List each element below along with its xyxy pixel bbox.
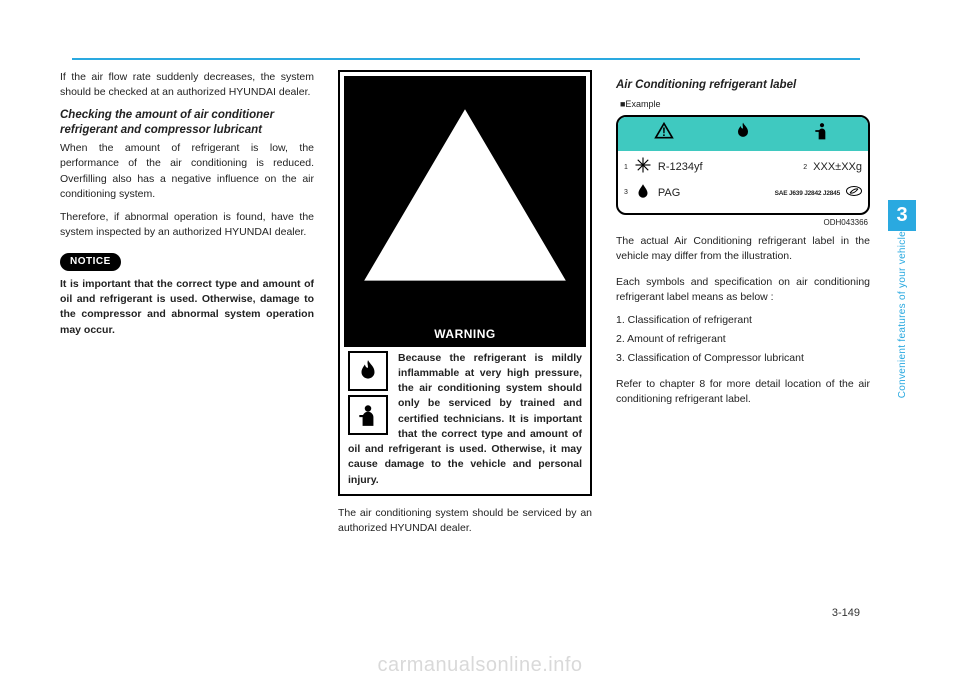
hyundai-logo-icon xyxy=(846,186,862,202)
chapter-tab: 3 Convenient features of your vehicle xyxy=(888,200,916,460)
warning-label-text: WARNING xyxy=(434,327,496,341)
svg-text:!: ! xyxy=(662,126,666,139)
col2-para-1: The air conditioning system should be se… xyxy=(338,506,592,536)
warning-triangle-icon xyxy=(344,310,586,324)
watermark: carmanualsonline.info xyxy=(0,654,960,677)
symbol-list: 1. Classification of refrigerant 2. Amou… xyxy=(616,313,870,367)
refrigerant-row-2: 3 PAG SAE J639 J2842 J2845 xyxy=(624,181,862,207)
col1-para-2: When the amount of refrigerant is low, t… xyxy=(60,141,314,202)
symbol-item-2: 2. Amount of refrigerant xyxy=(616,332,870,347)
col1-para-3: Therefore, if abnormal operation is foun… xyxy=(60,210,314,240)
lubricant-type: PAG xyxy=(658,186,769,202)
figure-code: ODH043366 xyxy=(616,215,870,229)
callout-3: 3 xyxy=(624,188,628,198)
refrigerant-amount: XXX±XXg xyxy=(813,160,862,176)
sae-spec: SAE J639 J2842 J2845 xyxy=(775,189,840,198)
warning-box: WARNING Because the refrigerant is mildl… xyxy=(338,70,592,496)
hazard-flammable-icon xyxy=(703,121,782,146)
column-3: Air Conditioning refrigerant label ■Exam… xyxy=(616,40,870,639)
column-2: WARNING Because the refrigerant is mildl… xyxy=(338,40,592,639)
hazard-warning-icon: ! xyxy=(624,121,703,146)
col1-para-4-notice: It is important that the correct type an… xyxy=(60,277,314,338)
symbol-item-1: 1. Classification of refrigerant xyxy=(616,313,870,328)
column-1: If the air flow rate suddenly decreases,… xyxy=(60,40,314,639)
warning-body: Because the refrigerant is mildly inflam… xyxy=(344,347,586,490)
chapter-number: 3 xyxy=(888,200,916,231)
col3-heading-1: Air Conditioning refrigerant label xyxy=(616,78,870,92)
notice-badge: NOTICE xyxy=(60,253,121,272)
symbol-item-3: 3. Classification of Compressor lubrican… xyxy=(616,351,870,366)
oil-drop-icon xyxy=(634,182,652,206)
refrigerant-row-1: 1 R-1234yf 2 XXX±XXg xyxy=(624,155,862,181)
flammable-icon xyxy=(348,351,388,391)
warning-icons-column xyxy=(348,351,392,439)
callout-2: 2 xyxy=(803,163,807,173)
refrigerant-type: R-1234yf xyxy=(658,160,797,176)
page-number: 3-149 xyxy=(832,607,860,619)
example-tag: ■Example xyxy=(616,96,870,115)
warning-heading: WARNING xyxy=(344,76,586,347)
callout-1: 1 xyxy=(624,163,628,173)
hazard-manual-icon xyxy=(783,121,862,146)
refrigerant-label-figure: ■Example ! 1 xyxy=(616,96,870,228)
refrigerant-label: ! 1 R-1234yf xyxy=(616,115,870,214)
col3-para-1: The actual Air Conditioning refrigerant … xyxy=(616,234,870,264)
col3-para-2: Each symbols and specification on air co… xyxy=(616,275,870,305)
refrigerant-label-top: ! xyxy=(618,117,868,150)
col3-para-3: Refer to chapter 8 for more detail locat… xyxy=(616,377,870,407)
read-manual-icon xyxy=(348,395,388,435)
chapter-title: Convenient features of your vehicle xyxy=(897,231,908,406)
col1-heading-1: Checking the amount of air conditioner r… xyxy=(60,108,314,137)
col1-para-1: If the air flow rate suddenly decreases,… xyxy=(60,70,314,100)
refrigerant-label-rows: 1 R-1234yf 2 XXX±XXg 3 PAG xyxy=(618,151,868,213)
snowflake-icon xyxy=(634,156,652,180)
page-content: If the air flow rate suddenly decreases,… xyxy=(60,40,870,639)
